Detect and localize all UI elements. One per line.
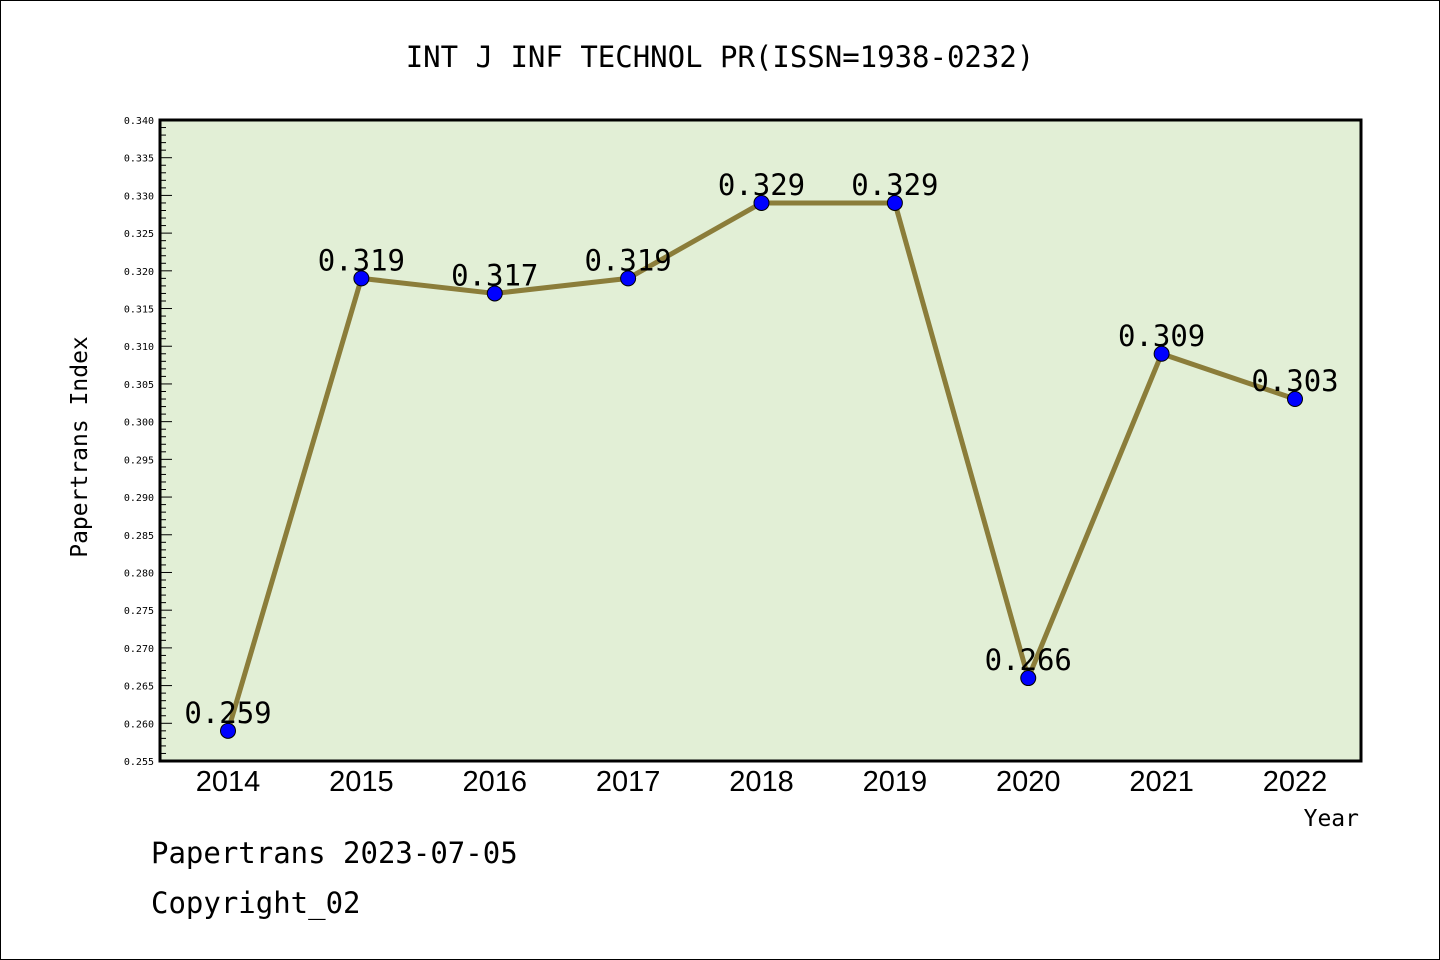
data-label: 0.319: [318, 243, 405, 277]
data-point-marker: [220, 722, 236, 739]
x-tick-label: 2017: [596, 766, 661, 798]
data-point-marker: [753, 194, 770, 211]
data-labels: 0.259 0.319 0.317 0.319 0.329 0.329 0.266 0.309…: [184, 168, 1338, 730]
x-tick-label: 2016: [462, 766, 527, 798]
y-tick-label: 0.265: [124, 682, 154, 693]
y-tick-label: 0.340: [124, 116, 154, 127]
chart-title: INT J INF TECHNOL PR(ISSN=1938-0232): [406, 40, 1035, 74]
data-label: 0.317: [451, 258, 538, 292]
data-label: 0.329: [851, 168, 938, 202]
y-tick-label: 0.255: [124, 757, 154, 768]
data-point-marker: [620, 270, 637, 287]
data-point-marker: [1153, 345, 1170, 362]
y-tick-label: 0.335: [124, 154, 154, 165]
y-axis-tick-labels: 0.255 0.260 0.265 0.270 0.275 0.280 0.285 0.290…: [124, 116, 154, 768]
y-tick-label: 0.280: [124, 568, 154, 579]
y-tick-label: 0.300: [124, 418, 154, 429]
data-markers: [220, 194, 1303, 739]
data-label: 0.319: [584, 243, 671, 277]
data-label: 0.329: [718, 168, 805, 202]
data-point-marker: [886, 194, 903, 211]
y-tick-label: 0.305: [124, 380, 154, 391]
footer-copyright-text: Copyright_02: [151, 886, 361, 920]
y-tick-label: 0.285: [124, 531, 154, 542]
y-axis-label: Papertrans Index: [67, 336, 93, 558]
plot-border: [158, 118, 1363, 763]
y-tick-label: 0.270: [124, 644, 154, 655]
y-tick-label: 0.290: [124, 493, 154, 504]
footer-date-text: Papertrans 2023-07-05: [151, 836, 518, 870]
data-label: 0.309: [1118, 319, 1205, 353]
x-tick-label: 2021: [1129, 766, 1194, 798]
y-tick-label: 0.315: [124, 305, 154, 316]
y-tick-label: 0.295: [124, 455, 154, 466]
y-tick-label: 0.275: [124, 606, 154, 617]
x-tick-label: 2020: [996, 766, 1061, 798]
x-tick-label: 2015: [329, 766, 394, 798]
x-tick-label: 2019: [863, 766, 928, 798]
x-tick-label: 2018: [729, 766, 794, 798]
y-tick-label: 0.310: [124, 342, 154, 353]
data-point-marker: [1020, 670, 1037, 687]
y-tick-label: 0.330: [124, 191, 154, 202]
x-axis-label: Year: [1304, 806, 1359, 832]
x-tick-label: 2022: [1263, 766, 1328, 798]
data-label: 0.266: [985, 643, 1072, 677]
data-point-marker: [486, 285, 503, 302]
y-tick-label: 0.260: [124, 719, 154, 730]
y-tick-label: 0.325: [124, 229, 154, 240]
y-tick-label: 0.320: [124, 267, 154, 278]
data-label: 0.303: [1251, 364, 1338, 398]
data-point-marker: [353, 270, 370, 287]
data-label: 0.259: [184, 696, 271, 730]
plot-area: [160, 120, 1361, 761]
x-tick-label: 2014: [196, 766, 261, 798]
data-point-marker: [1287, 391, 1303, 408]
x-axis-tick-labels: 2014 2015 2016 2017 2018 2019 2020 2021 2022: [196, 766, 1328, 798]
